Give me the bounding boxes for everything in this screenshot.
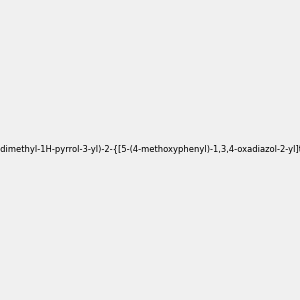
Text: 1-(1-ethyl-2,5-dimethyl-1H-pyrrol-3-yl)-2-{[5-(4-methoxyphenyl)-1,3,4-oxadiazol-: 1-(1-ethyl-2,5-dimethyl-1H-pyrrol-3-yl)-… — [0, 146, 300, 154]
